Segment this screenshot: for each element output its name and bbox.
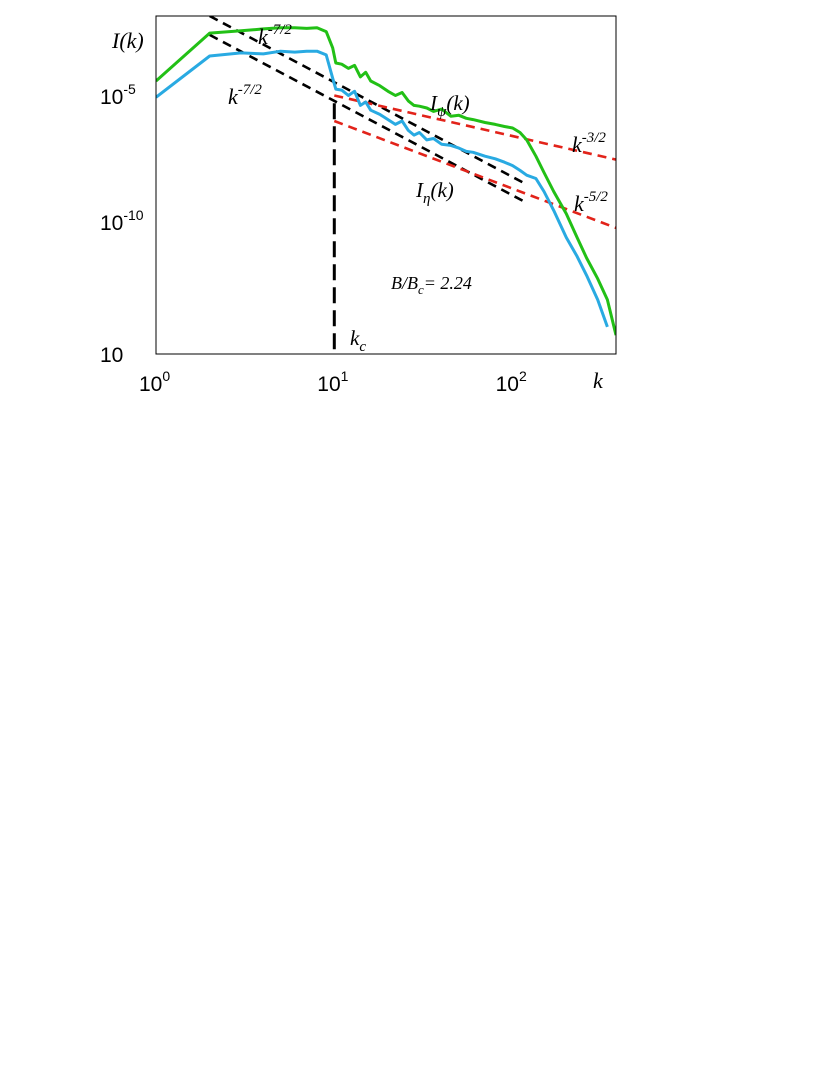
series-lines xyxy=(156,26,616,336)
reference-line-2 xyxy=(334,94,616,161)
ref-label-k-3-2: k-3/2 xyxy=(572,130,606,157)
plot-frame xyxy=(155,15,617,355)
x-tick-labels: 100 101 102 xyxy=(139,368,527,396)
series-label-i-eta: Iη(k) xyxy=(415,178,454,207)
kc-label: kc xyxy=(350,326,366,355)
x-tick-label: 100 xyxy=(139,368,170,396)
y-tick-labels: 10-5 10-10 10 xyxy=(100,81,144,367)
series-line-i-eta xyxy=(156,49,609,328)
y-tick-label: 10-5 xyxy=(100,81,136,109)
series-line-i-psi xyxy=(156,26,616,336)
series-label-i-psi: Iψ(k) xyxy=(429,91,470,120)
ref-label-k-7-2-upper: k-7/2 xyxy=(258,22,292,49)
y-tick-label: 10 xyxy=(100,344,123,367)
reference-lines xyxy=(209,16,616,354)
x-tick-label: 101 xyxy=(317,368,348,396)
x-axis-label: k xyxy=(593,368,604,393)
y-tick-label: 10-10 xyxy=(100,207,144,235)
ref-label-k-7-2-lower: k-7/2 xyxy=(228,82,262,109)
y-axis-label: I(k) xyxy=(111,28,144,53)
reference-line-3 xyxy=(333,119,616,230)
ref-label-k-5-2: k-5/2 xyxy=(574,189,608,216)
ratio-annotation: B/Bc= 2.24 xyxy=(391,273,472,297)
x-tick-label: 102 xyxy=(496,368,527,396)
